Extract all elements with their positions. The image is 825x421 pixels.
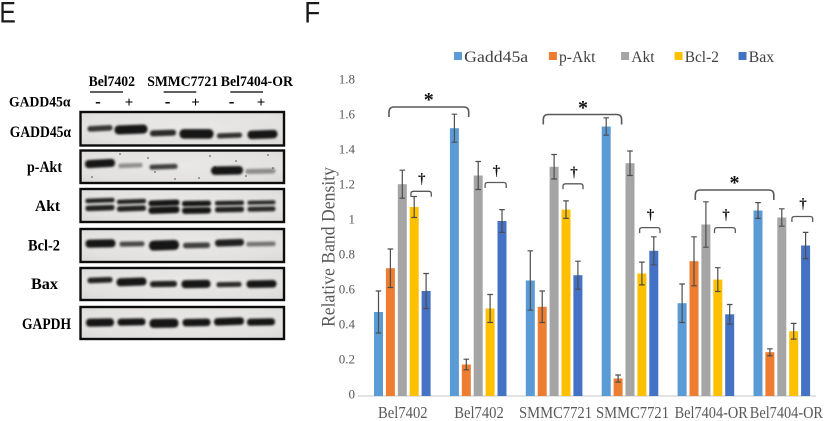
svg-text:+: + [125,95,134,111]
svg-text:GAPDH: GAPDH [22,316,71,333]
svg-text:†: † [722,208,730,224]
svg-text:Akt: Akt [631,49,655,66]
svg-text:0.6: 0.6 [339,282,356,297]
svg-text:Bel7404-OR: Bel7404-OR [675,403,748,421]
svg-text:1.6: 1.6 [339,107,356,122]
svg-text:†: † [799,197,807,213]
svg-text:p-Akt: p-Akt [27,159,63,176]
svg-text:SMMC7721: SMMC7721 [519,403,592,421]
svg-text:*: * [578,97,588,119]
svg-text:Bcl-2: Bcl-2 [685,49,719,66]
svg-text:SMMC7721: SMMC7721 [147,74,218,90]
svg-text:+: + [191,95,200,111]
svg-text:*: * [424,89,434,111]
svg-text:Gadd45a: Gadd45a [464,49,528,66]
svg-text:p-Akt: p-Akt [559,49,596,66]
svg-text:1.8: 1.8 [339,72,355,87]
svg-text:1.4: 1.4 [339,142,356,157]
svg-text:Bcl-2: Bcl-2 [28,238,60,255]
svg-text:Bax: Bax [31,276,58,293]
svg-text:Bel7402: Bel7402 [454,403,504,421]
svg-text:GADD45α: GADD45α [9,95,71,111]
svg-text:†: † [418,172,426,188]
svg-text:0.2: 0.2 [339,352,355,367]
svg-text:0: 0 [349,387,356,402]
svg-text:+: + [257,95,266,111]
svg-text:-: - [229,92,235,111]
svg-text:Bel7402: Bel7402 [378,403,428,421]
svg-text:-: - [165,92,171,111]
svg-text:Bel7404-OR: Bel7404-OR [221,74,293,90]
svg-text:SMMC7721: SMMC7721 [596,403,669,421]
svg-text:Bax: Bax [749,49,775,66]
svg-text:†: † [570,165,578,181]
svg-text:Bel7404-OR: Bel7404-OR [750,403,823,421]
svg-text:†: † [493,164,501,180]
svg-text:0.8: 0.8 [339,247,355,262]
svg-text:1.2: 1.2 [339,177,355,192]
svg-text:*: * [730,172,740,194]
svg-text:Relative Band Density: Relative Band Density [319,167,340,327]
svg-text:0.4: 0.4 [339,317,356,332]
svg-text:-: - [95,92,101,111]
svg-text:Bel7402: Bel7402 [89,74,135,90]
svg-text:Akt: Akt [35,198,61,215]
svg-text:GADD45α: GADD45α [10,124,71,141]
svg-text:E: E [0,0,16,30]
svg-text:1: 1 [349,212,356,227]
svg-text:F: F [304,0,320,30]
svg-text:†: † [647,208,655,224]
